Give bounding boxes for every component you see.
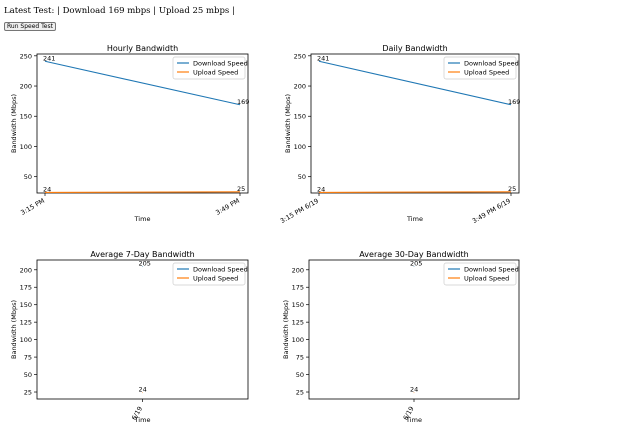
series-line-upload	[318, 191, 512, 193]
y-tick-label: 150	[20, 301, 32, 309]
y-tick-label: 75	[296, 354, 304, 362]
data-label: 24	[139, 386, 147, 394]
chart-1: Hourly Bandwidth 50 100 150 200 250 3:15 PM 3:4…	[10, 44, 249, 223]
y-tick-label: 175	[20, 284, 32, 292]
y-tick-label: 200	[20, 83, 32, 91]
data-label: 24	[317, 185, 325, 193]
x-tick-label: 3:49 PM	[214, 197, 241, 217]
legend-box	[172, 56, 246, 80]
chart-2: Daily Bandwidth 50 100 150 200 250 3:15 PM 6/1…	[279, 44, 521, 225]
legend-label: Upload Speed	[464, 274, 509, 282]
series-point-download	[413, 265, 415, 267]
y-tick-label: 50	[296, 371, 304, 379]
y-tick-label: 250	[20, 52, 32, 60]
data-label: 24	[43, 185, 51, 193]
y-tick-label: 100	[292, 336, 304, 344]
x-tick-label: 3:49 PM 6/19	[471, 197, 512, 225]
legend-label: Download Speed	[464, 59, 519, 67]
chart-title: Average 7-Day Bandwidth	[90, 250, 194, 259]
data-label: 25	[508, 185, 516, 193]
y-tick-label: 50	[24, 173, 32, 181]
series-point-upload	[142, 392, 143, 394]
legend-label: Download Speed	[193, 265, 248, 273]
series-point-upload	[413, 392, 415, 394]
y-tick-label: 125	[20, 319, 32, 327]
y-axis-label: Bandwidth (Mbps)	[10, 300, 18, 359]
y-tick-label: 50	[24, 371, 32, 379]
y-tick-label: 125	[292, 319, 304, 327]
legend-box	[443, 262, 517, 286]
y-tick-label: 150	[294, 113, 306, 121]
x-axis-label: Time	[406, 215, 423, 223]
x-axis-label: Time	[405, 416, 422, 424]
x-axis-label: Time	[134, 215, 151, 223]
run-speed-test-button[interactable]: Run Speed Test	[4, 22, 56, 31]
y-axis-label: Bandwidth (Mbps)	[282, 300, 290, 359]
series-point-download	[142, 265, 143, 267]
plot-frame	[310, 53, 520, 194]
data-label: 241	[317, 54, 329, 62]
legend-label: Upload Speed	[193, 68, 238, 76]
y-tick-label: 150	[292, 301, 304, 309]
series-line-download	[318, 60, 512, 106]
plot-frame	[36, 53, 249, 194]
y-axis-label: Bandwidth (Mbps)	[10, 94, 18, 153]
chart-title: Hourly Bandwidth	[107, 44, 178, 53]
y-tick-label: 100	[20, 143, 32, 151]
y-tick-label: 25	[24, 389, 32, 397]
data-label: 241	[43, 54, 55, 62]
y-tick-label: 75	[24, 354, 32, 362]
data-label: 169	[237, 98, 249, 106]
x-tick-label: 3:15 PM 6/19	[279, 197, 320, 225]
y-axis-label: Bandwidth (Mbps)	[284, 94, 292, 153]
x-tick-label: 3:15 PM	[19, 197, 46, 217]
data-label: 24	[410, 386, 418, 394]
legend-box	[172, 262, 246, 286]
data-label: 205	[410, 259, 422, 267]
legend-box	[443, 56, 517, 80]
y-tick-label: 200	[294, 83, 306, 91]
data-label: 169	[508, 98, 520, 106]
series-line-download	[44, 60, 241, 106]
chart-3: Average 7-Day Bandwidth 25 50 75 100 125 150 17…	[10, 250, 249, 424]
legend-label: Download Speed	[464, 265, 519, 273]
legend-label: Upload Speed	[193, 274, 238, 282]
latest-test-status: Latest Test: | Download 169 mbps | Uploa…	[4, 6, 235, 16]
y-tick-label: 100	[294, 143, 306, 151]
chart-title: Average 30-Day Bandwidth	[359, 250, 468, 259]
y-tick-label: 25	[296, 389, 304, 397]
data-label: 25	[237, 185, 245, 193]
chart-title: Daily Bandwidth	[382, 44, 447, 53]
series-line-upload	[44, 191, 241, 193]
y-tick-label: 200	[292, 266, 304, 274]
y-tick-label: 250	[294, 52, 306, 60]
chart-4: Average 30-Day Bandwidth 25 50 75 100 125 150 1…	[282, 250, 520, 424]
y-tick-label: 100	[20, 336, 32, 344]
y-tick-label: 200	[20, 266, 32, 274]
y-tick-label: 175	[292, 284, 304, 292]
legend-label: Download Speed	[193, 59, 248, 67]
x-axis-label: Time	[134, 416, 151, 424]
legend-label: Upload Speed	[464, 68, 509, 76]
y-tick-label: 150	[20, 113, 32, 121]
y-tick-label: 50	[298, 173, 306, 181]
data-label: 205	[139, 259, 151, 267]
